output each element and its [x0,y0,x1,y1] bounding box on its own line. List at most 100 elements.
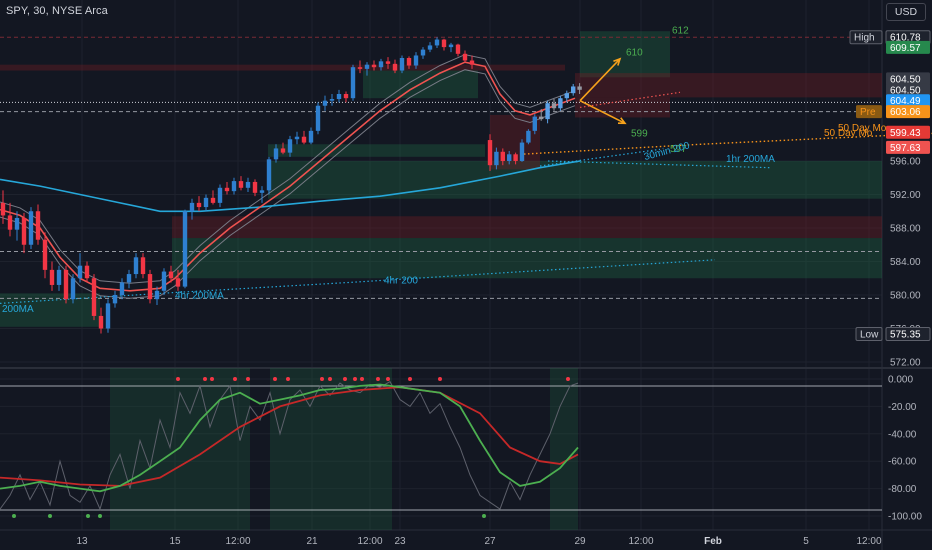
candle-body [441,39,447,48]
time-axis[interactable]: 13 15 12:00 21 12:00 23 27 29 12:00 Feb 5 12:00 [76,536,882,547]
ema-projection-line [579,91,681,108]
candle-body [336,94,342,100]
price-tag-value: 609.57 [890,43,921,54]
oscillator-signal-dot [566,377,570,381]
time-tick-label: 12:00 [628,536,653,547]
oscillator-signal-dot [233,377,237,381]
price-tag-label-bg [855,326,883,341]
candle-body [154,290,160,300]
oscillator-tick-label: -60.00 [888,457,917,468]
price-tag: 603.06 Pre [856,105,930,119]
candle-body [70,278,76,300]
price-tag-bg [886,94,930,108]
time-tick-label: 21 [306,536,318,547]
currency-button[interactable]: USD [886,3,926,21]
oscillator-signal-dot [343,377,347,381]
annotation-label: 30min 200 [643,140,691,163]
candle-body [42,239,48,270]
zone-green [268,161,882,199]
candle-body [413,55,419,66]
oscillator-tick-label: -20.00 [888,402,917,413]
candle-body [519,142,525,161]
price-tag-label: Pre [860,107,876,118]
time-tick-label: 12:00 [225,536,250,547]
annotation-label: 4hr 200 [384,275,418,286]
candle-body [175,278,181,287]
candle-body [539,116,544,120]
ma50-line [519,132,932,155]
annotation-label: 610 [626,47,643,58]
candle-body [161,271,167,291]
price-tag: 575.35 Low [855,326,931,341]
time-tick-label: 15 [169,536,181,547]
time-tick-label: 13 [76,536,88,547]
price-tag-bg [886,140,930,154]
annotation-label: 612 [672,26,689,37]
candle-body [273,148,279,160]
price-tag-bg [886,40,930,54]
time-tick-label: 5 [803,536,809,547]
candle-body [210,197,216,203]
price-axis[interactable]: 572.00576.00580.00584.00588.00592.00596.… [820,30,931,369]
candle-body [406,57,412,66]
oscillator-tick-label: -40.00 [888,429,917,440]
annotation-label: 1hr 200MA [726,154,775,165]
symbol-title[interactable]: SPY, 30, NYSE Arca [6,5,108,17]
price-tag-label-bg [856,105,882,119]
zone-green [0,293,100,327]
price-tag-value: 604.50 [890,74,921,85]
price-tag-label: Low [860,329,879,340]
oscillator-signal-dot [12,514,16,518]
zone-red [0,64,565,71]
oscillator-band [550,368,578,530]
candle-body [168,271,174,279]
candle-body [378,61,384,68]
ma200-1hr-line [547,160,771,169]
candle-body [558,98,563,109]
zone-green [580,31,670,78]
oscillator-signal-dot [360,377,364,381]
zone-green [268,144,485,157]
oscillator-signal-dot [386,377,390,381]
time-tick-label: 12:00 [856,536,881,547]
oscillator-line [0,383,579,493]
annotation-label: 200MA [2,304,34,315]
candle-body [364,64,370,69]
price-tag-label-bg [849,30,883,45]
price-tick-label: 596.00 [890,157,921,168]
candle-body [513,154,518,161]
candle-body [343,94,349,99]
candle-body [77,265,83,279]
candle-body [371,64,377,68]
price-tick-label: 580.00 [890,291,921,302]
price-tag-value: 604.49 [890,96,921,107]
candle-body [7,215,13,230]
candle-body [56,269,62,285]
time-tick-label: Feb [704,536,722,547]
oscillator-signal-dot [438,377,442,381]
oscillator-signal-dot [273,377,277,381]
ema-band-lower [0,69,576,299]
candle-body [189,202,195,212]
candle-body [322,100,328,106]
oscillator-signal-dot [86,514,90,518]
candle-body [532,116,537,131]
candle-body [392,63,398,71]
candle-body [105,303,111,329]
ma200-30min-line [539,148,661,167]
candle-body [526,130,531,143]
oscillator-signal-dot [376,377,380,381]
candle-body [294,136,300,140]
candle-body [182,211,188,287]
price-tag-bg [886,125,930,139]
candle-body [259,190,265,193]
projection-down-arrow-head [617,117,627,125]
oscillator-pane: 0.000 -20.00 -40.00 -60.00 -80.00 -100.00 [0,368,922,530]
price-tag: 604.49 [886,94,930,108]
price-tag-bg [886,83,930,97]
price-tag: 604.50 [886,72,930,86]
price-tag-bg [885,326,931,341]
price-tag: 609.57 [886,40,930,54]
price-tag-value: 603.06 [890,107,921,118]
